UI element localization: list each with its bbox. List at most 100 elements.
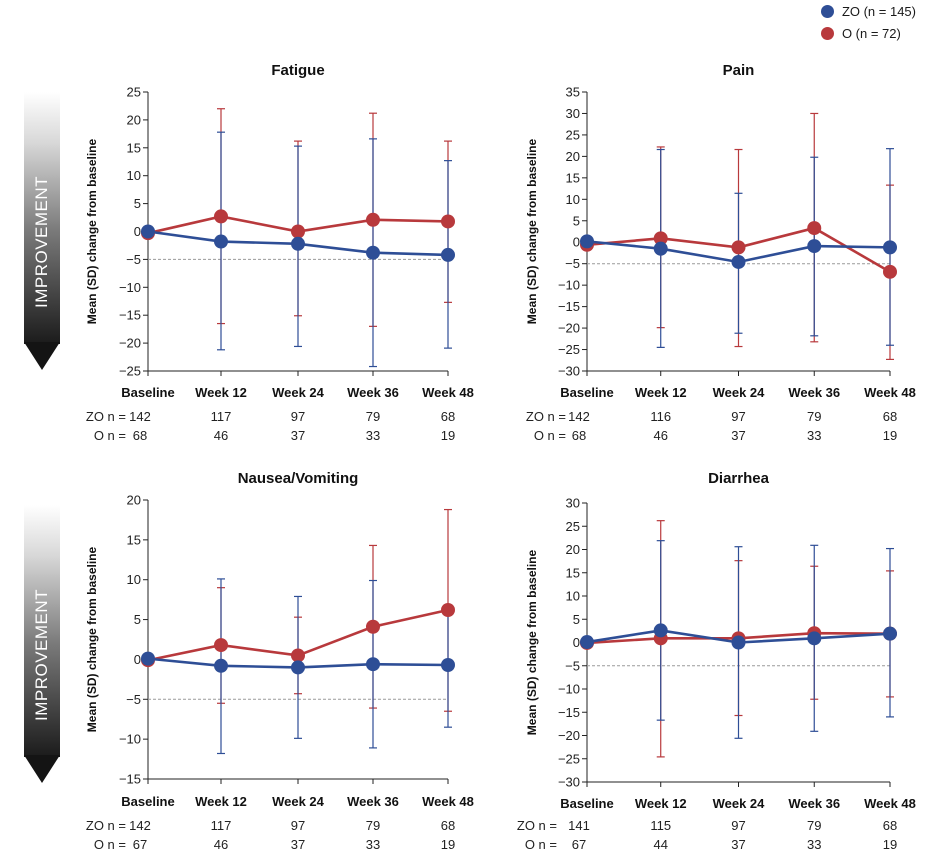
n-value: 46 — [214, 428, 228, 443]
data-point-zo — [291, 236, 305, 251]
chart-title: Pain — [723, 62, 755, 79]
n-value: 46 — [214, 837, 228, 852]
improvement-arrow-bottom: IMPROVEMENT — [24, 505, 60, 783]
x-tick-label: Week 12 — [635, 796, 687, 811]
n-value: 33 — [366, 837, 380, 852]
x-tick-label: Week 24 — [713, 796, 766, 811]
y-tick-label: −25 — [558, 751, 580, 766]
data-point-zo — [653, 241, 668, 256]
y-tick-label: 0 — [573, 235, 580, 250]
y-tick-label: −20 — [558, 728, 580, 743]
x-tick-label: Baseline — [121, 794, 174, 809]
x-tick-label: Week 24 — [272, 794, 325, 809]
improvement-arrow-top: IMPROVEMENT — [24, 92, 60, 370]
y-tick-label: 25 — [127, 85, 141, 100]
x-tick-label: Week 36 — [788, 385, 840, 400]
data-point-zo — [807, 239, 822, 254]
data-point-zo — [441, 658, 455, 673]
y-tick-label: −5 — [126, 692, 141, 707]
n-value: 141 — [568, 818, 590, 833]
y-tick-label: 0 — [134, 224, 141, 239]
n-value: 68 — [133, 428, 147, 443]
data-point-zo — [366, 657, 380, 672]
data-point-zo — [441, 247, 455, 262]
y-tick-label: −15 — [558, 705, 580, 720]
x-tick-label: Week 36 — [347, 794, 399, 809]
y-tick-label: 10 — [127, 168, 141, 183]
n-row-label: ZO n = — [86, 409, 126, 424]
y-tick-label: −15 — [558, 299, 580, 314]
data-point-o — [441, 603, 455, 618]
x-tick-label: Week 48 — [864, 796, 916, 811]
data-point-o — [214, 638, 228, 653]
y-tick-label: 5 — [573, 612, 580, 627]
y-tick-label: −10 — [558, 278, 580, 293]
n-value: 68 — [441, 818, 455, 833]
n-value: 79 — [366, 409, 380, 424]
y-tick-label: 30 — [566, 106, 580, 121]
data-point-o — [731, 240, 746, 255]
y-tick-label: −30 — [558, 775, 580, 790]
legend: ZO (n = 145) O (n = 72) — [820, 0, 916, 44]
legend-item-zo: ZO (n = 145) — [820, 0, 916, 22]
y-tick-label: −10 — [119, 732, 141, 747]
n-value: 97 — [291, 409, 305, 424]
n-value: 68 — [441, 409, 455, 424]
n-value: 37 — [291, 428, 305, 443]
n-value: 33 — [807, 837, 821, 852]
y-tick-label: 10 — [127, 572, 141, 587]
legend-label-zo: ZO (n = 145) — [841, 3, 916, 19]
data-point-zo — [807, 631, 822, 646]
n-value: 33 — [366, 428, 380, 443]
n-row-label: ZO n = — [526, 409, 566, 424]
y-tick-label: 20 — [127, 493, 141, 508]
n-value: 19 — [441, 428, 455, 443]
data-point-zo — [731, 254, 746, 269]
y-tick-label: −15 — [119, 308, 141, 323]
n-value: 37 — [291, 837, 305, 852]
data-point-zo — [214, 658, 228, 673]
n-value: 79 — [807, 409, 821, 424]
y-tick-label: 30 — [566, 496, 580, 511]
y-tick-label: 20 — [566, 542, 580, 557]
x-tick-label: Week 48 — [864, 385, 916, 400]
n-value: 117 — [211, 818, 232, 833]
data-point-o — [291, 224, 305, 239]
x-tick-label: Week 24 — [272, 385, 325, 400]
n-value: 115 — [650, 818, 671, 833]
n-row-label: O n = — [94, 837, 126, 852]
data-point-zo — [653, 623, 668, 638]
y-tick-label: −15 — [119, 772, 141, 787]
x-tick-label: Week 12 — [635, 385, 687, 400]
data-point-zo — [141, 224, 155, 239]
n-value: 37 — [731, 837, 745, 852]
x-tick-label: Week 36 — [788, 796, 840, 811]
improvement-arrow-head — [24, 342, 60, 370]
y-tick-label: 0 — [134, 652, 141, 667]
y-tick-label: 5 — [134, 196, 141, 211]
x-tick-label: Baseline — [121, 385, 174, 400]
data-point-zo — [580, 635, 594, 650]
n-value: 142 — [129, 818, 151, 833]
x-tick-label: Week 12 — [195, 794, 247, 809]
data-point-zo — [580, 234, 594, 249]
n-row-label: O n = — [525, 837, 557, 852]
x-tick-label: Week 24 — [713, 385, 766, 400]
data-point-zo — [883, 626, 897, 641]
y-tick-label: 15 — [127, 532, 141, 547]
n-value: 68 — [883, 409, 897, 424]
n-row-label: O n = — [534, 428, 566, 443]
n-value: 142 — [129, 409, 151, 424]
n-value: 116 — [650, 409, 671, 424]
n-value: 68 — [883, 818, 897, 833]
y-axis-label: Mean (SD) change from baseline — [85, 546, 99, 732]
chart-title: Fatigue — [271, 62, 324, 79]
y-tick-label: 10 — [566, 192, 580, 207]
y-tick-label: 5 — [573, 213, 580, 228]
n-row-label: ZO n = — [86, 818, 126, 833]
data-point-zo — [214, 234, 228, 249]
n-row-label: ZO n = — [517, 818, 557, 833]
y-tick-label: 15 — [566, 170, 580, 185]
